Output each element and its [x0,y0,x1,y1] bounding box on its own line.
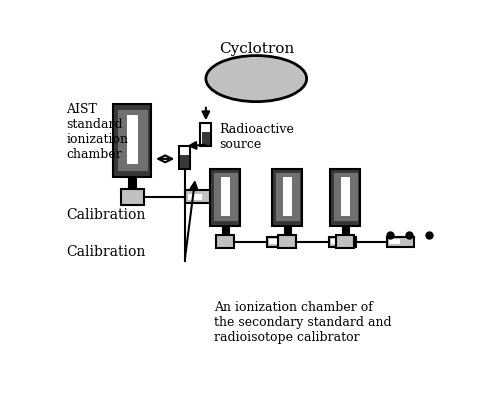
Bar [342,226,348,235]
Bar [387,237,414,247]
Bar [114,104,151,177]
Bar [221,178,230,216]
Text: An ionization chamber of
the secondary standard and
radioisotope calibrator: An ionization chamber of the secondary s… [214,301,392,344]
Bar [127,115,138,164]
Bar [267,237,294,247]
Text: Calibration: Calibration [66,208,146,222]
Text: Calibration: Calibration [66,245,146,259]
Bar [214,173,236,220]
Bar [200,123,211,146]
Bar [210,169,240,226]
Bar [202,132,210,145]
Bar [186,190,220,203]
Bar [341,178,349,216]
Bar [180,155,189,168]
Bar [329,237,356,247]
Bar [179,146,190,169]
Ellipse shape [206,55,306,102]
Bar [283,178,292,216]
Bar [269,239,280,244]
Bar [336,235,354,248]
Bar [188,194,202,200]
Bar [284,226,290,235]
Text: Cyclotron: Cyclotron [218,41,294,55]
Bar [331,239,342,244]
Bar [272,169,302,226]
Bar [390,239,400,244]
Bar [118,110,146,170]
Text: Radioactive
source: Radioactive source [220,123,294,151]
Bar [121,189,144,205]
Bar [278,235,296,248]
Bar [276,173,298,220]
Bar [330,169,360,226]
Text: AIST
standard
ionization
chamber: AIST standard ionization chamber [66,103,128,161]
Bar [128,177,136,189]
Bar [334,173,356,220]
Bar [222,226,228,235]
Bar [216,235,234,248]
